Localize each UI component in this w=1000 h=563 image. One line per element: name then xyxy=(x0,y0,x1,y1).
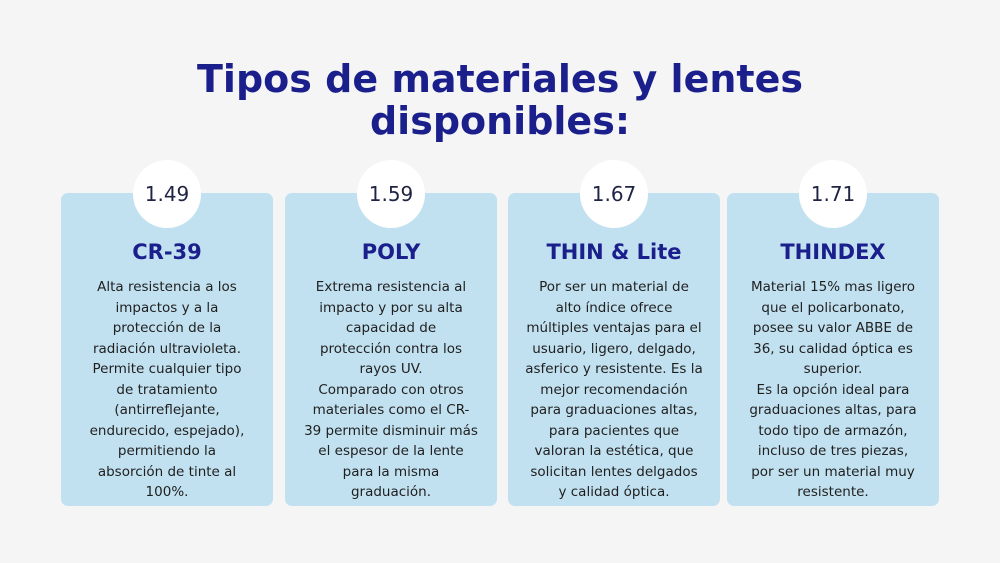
description-line: el espesor de la lente xyxy=(318,443,464,459)
material-card-cr39: CR-39 Alta resistencia a los impactos y a… xyxy=(61,193,273,506)
description-line: materiales como el CR- xyxy=(312,402,470,418)
description-line: para pacientes que xyxy=(548,422,680,439)
page-title: Tipos de materiales y lentes disponibles… xyxy=(0,58,1000,142)
description-line: capacidad de xyxy=(345,320,437,336)
description-line: graduaciones altas, para xyxy=(749,402,917,418)
card-description: Extrema resistencia al impacto y por su a… xyxy=(293,277,489,503)
description-line: Permite cualquier tipo xyxy=(92,361,242,377)
description-line: permitiendo la xyxy=(117,443,217,459)
description-line: Alta resistencia a los xyxy=(97,279,237,295)
description-line: graduación. xyxy=(350,484,432,500)
description-line: todo tipo de armazón, xyxy=(758,422,908,439)
card-title: POLY xyxy=(361,240,421,264)
description-line: valoran la estética, que xyxy=(534,443,694,459)
description-line: protección de la xyxy=(112,320,222,336)
description-line: endurecido, espejado), xyxy=(89,422,245,439)
description-line: 36, su calidad óptica es xyxy=(753,340,913,357)
description-line: múltiples ventajas para el xyxy=(526,320,702,336)
refractive-index-badge: 1.49 xyxy=(133,160,201,228)
description-line: para la misma xyxy=(342,463,440,480)
description-line: rayos UV. xyxy=(359,361,423,377)
refractive-index-badge: 1.67 xyxy=(580,160,648,228)
description-line: impactos y a la xyxy=(115,299,219,316)
description-line: solicitan lentes delgados xyxy=(530,463,698,480)
description-line: por ser un material muy xyxy=(751,463,915,480)
description-line: Comparado con otros xyxy=(318,381,464,398)
description-line: 39 permite disminuir más xyxy=(304,422,478,439)
description-line: de tratamiento xyxy=(116,381,218,398)
material-card-thindex: THINDEX Material 15% mas ligero que el po… xyxy=(727,193,939,506)
card-description: Por ser un material de alto índice ofrece… xyxy=(516,277,712,503)
description-line: protección contra los xyxy=(319,340,463,357)
description-line: para graduaciones altas, xyxy=(530,402,698,418)
description-line: Por ser un material de xyxy=(539,279,689,295)
description-line: Es la opción ideal para xyxy=(756,381,910,398)
card-description: Material 15% mas ligero que el policarbon… xyxy=(735,277,931,503)
description-line: superior. xyxy=(803,361,863,377)
refractive-index-badge: 1.59 xyxy=(357,160,425,228)
card-title: CR-39 xyxy=(132,240,202,264)
title-line-2: disponibles: xyxy=(369,99,631,143)
description-line: radiación ultravioleta. xyxy=(92,340,242,357)
description-line: mejor recomendación xyxy=(540,381,688,398)
card-title: THINDEX xyxy=(780,240,886,264)
description-line: resistente. xyxy=(797,484,869,500)
description-line: asferico y resistente. Es la xyxy=(525,361,703,377)
card-title: THIN & Lite xyxy=(546,240,682,264)
description-line: (antirreflejante, xyxy=(114,402,220,418)
description-line: usuario, ligero, delgado, xyxy=(532,340,696,357)
description-line: Extrema resistencia al xyxy=(315,279,467,295)
description-line: 100%. xyxy=(145,484,189,500)
description-line: que el policarbonato, xyxy=(761,299,905,316)
description-line: absorción de tinte al xyxy=(97,463,237,480)
description-line: posee su valor ABBE de xyxy=(752,320,914,336)
description-line: incluso de tres piezas, xyxy=(757,443,909,459)
description-line: impacto y por su alta xyxy=(319,299,463,316)
title-line-1: Tipos de materiales y lentes xyxy=(197,57,803,101)
description-line: Material 15% mas ligero xyxy=(750,279,916,295)
description-line: alto índice ofrece xyxy=(555,299,673,316)
description-line: y calidad óptica. xyxy=(558,484,670,500)
refractive-index-badge: 1.71 xyxy=(799,160,867,228)
material-card-poly: POLY Extrema resistencia al impacto y por… xyxy=(285,193,497,506)
material-card-thin-lite: THIN & Lite Por ser un material de alto í… xyxy=(508,193,720,506)
card-description: Alta resistencia a los impactos y a la pro… xyxy=(69,277,265,503)
